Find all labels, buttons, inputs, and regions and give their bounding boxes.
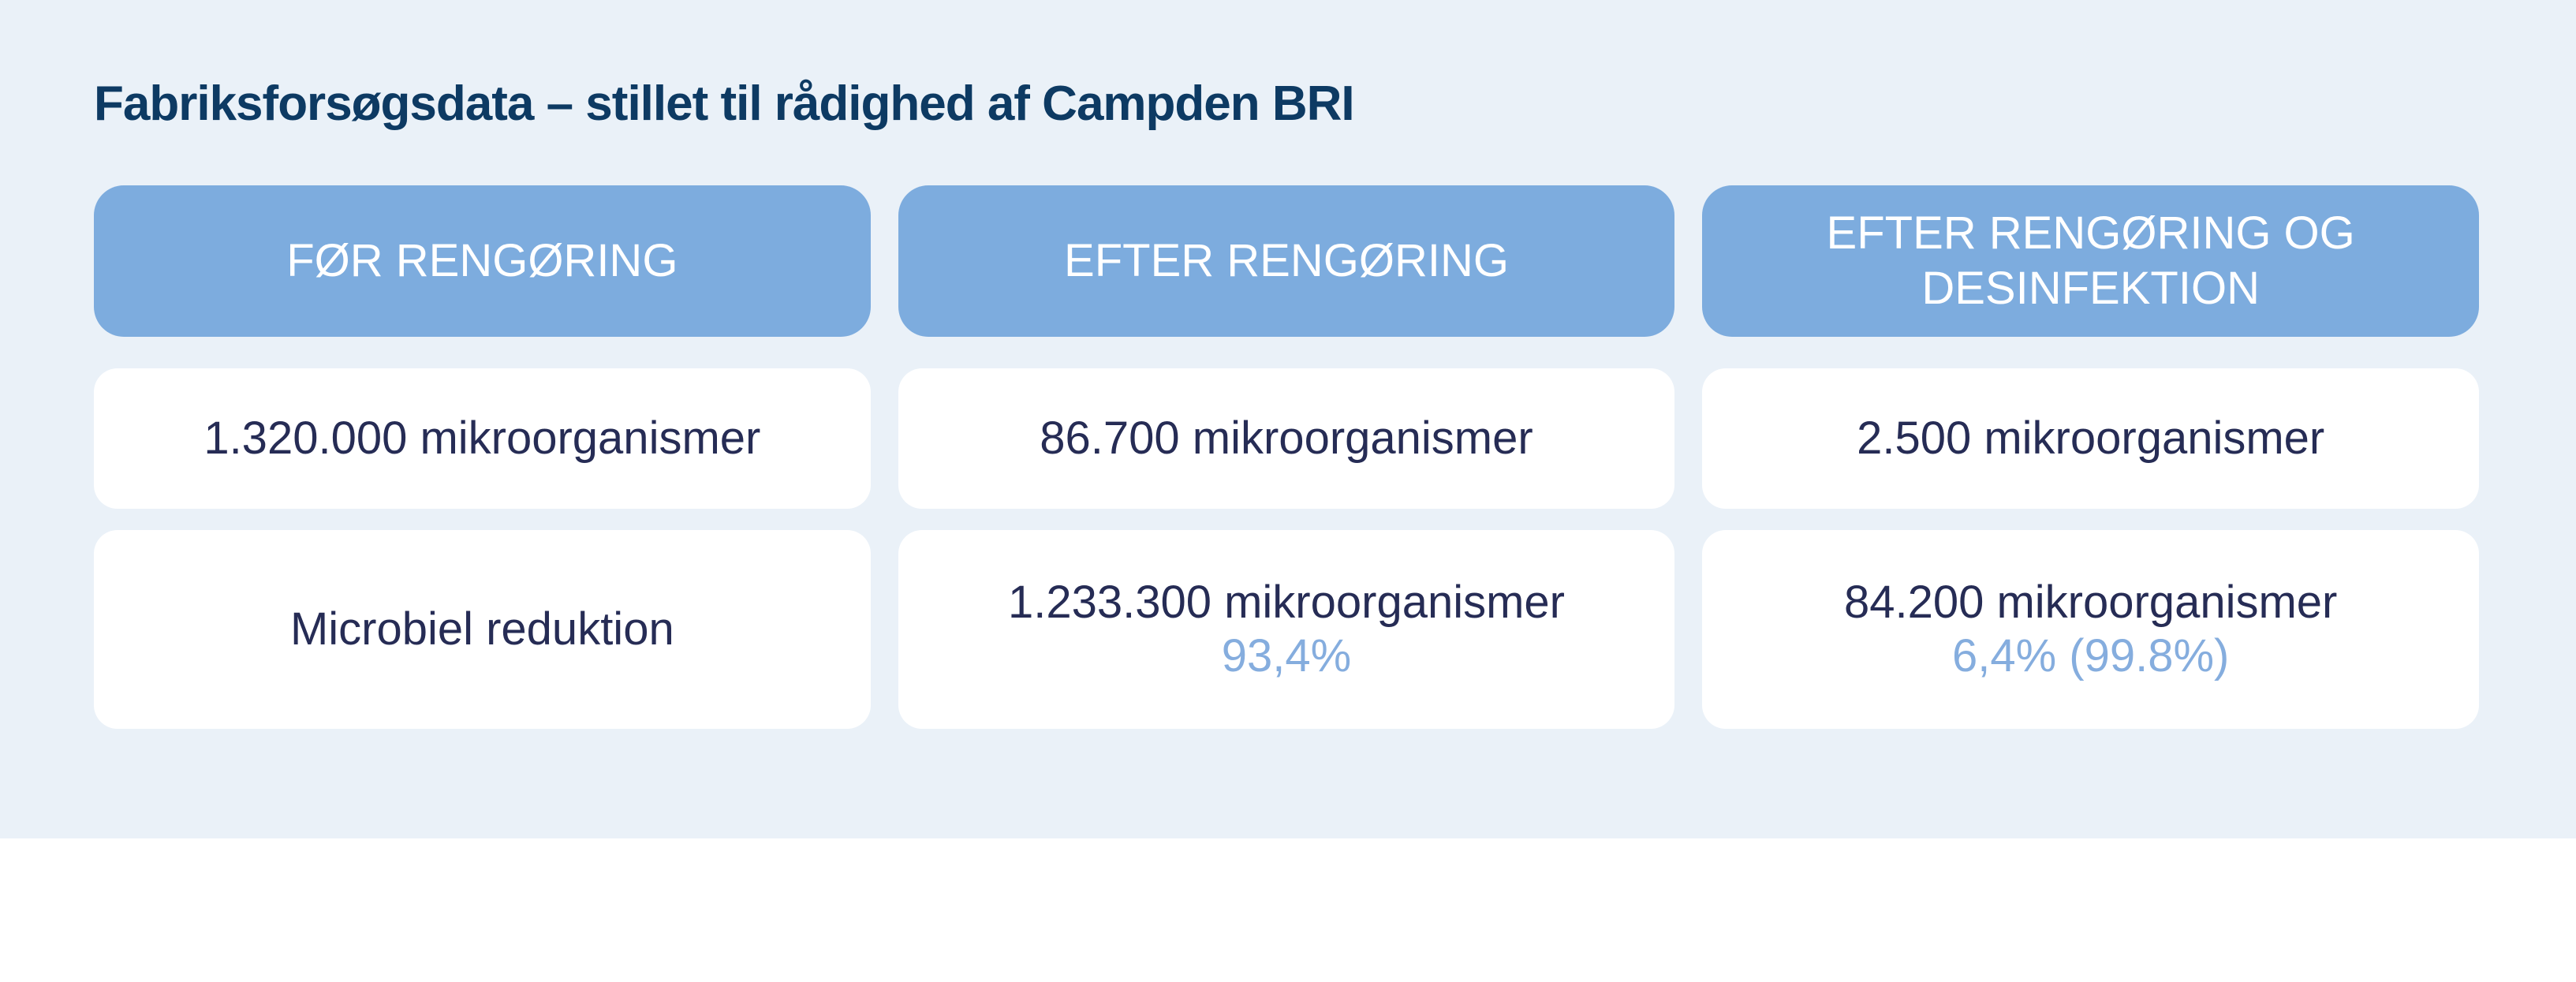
reduction-label: Microbiel reduktion: [289, 603, 674, 655]
count-card-after-cleaning: 86.700 mikroorganismer: [898, 368, 1675, 509]
reduction-percent: 93,4%: [1221, 630, 1352, 681]
reduction-count: 84.200 mikroorganismer: [1843, 577, 2338, 628]
header-row: FØR RENGØRING EFTER RENGØRING EFTER RENG…: [94, 185, 2479, 337]
column-header-after-cleaning-and-disinfection: EFTER RENGØRING OG DESINFEKTION: [1702, 185, 2479, 337]
count-card-before-cleaning: 1.320.000 mikroorganismer: [94, 368, 871, 509]
page-title: Fabriksforsøgsdata – stillet til rådighe…: [94, 77, 1355, 131]
results-table: FØR RENGØRING EFTER RENGØRING EFTER RENG…: [94, 185, 2479, 729]
data-panel-background: Fabriksforsøgsdata – stillet til rådighe…: [0, 0, 2576, 838]
reduction-count: 1.233.300 mikroorganismer: [1007, 577, 1565, 628]
count-card-after-cleaning-and-disinfection: 2.500 mikroorganismer: [1702, 368, 2479, 509]
reduction-card-after-cleaning: 1.233.300 mikroorganismer 93,4%: [898, 530, 1675, 729]
reduction-card-label: Microbiel reduktion: [94, 530, 871, 729]
reduction-card-after-cleaning-and-disinfection: 84.200 mikroorganismer 6,4% (99.8%): [1702, 530, 2479, 729]
microbial-reduction-row: Microbiel reduktion 1.233.300 mikroorgan…: [94, 530, 2479, 729]
column-header-before-cleaning: FØR RENGØRING: [94, 185, 871, 337]
column-header-after-cleaning: EFTER RENGØRING: [898, 185, 1675, 337]
microorganism-count-row: 1.320.000 mikroorganismer 86.700 mikroor…: [94, 368, 2479, 509]
reduction-percent: 6,4% (99.8%): [1951, 630, 2230, 681]
